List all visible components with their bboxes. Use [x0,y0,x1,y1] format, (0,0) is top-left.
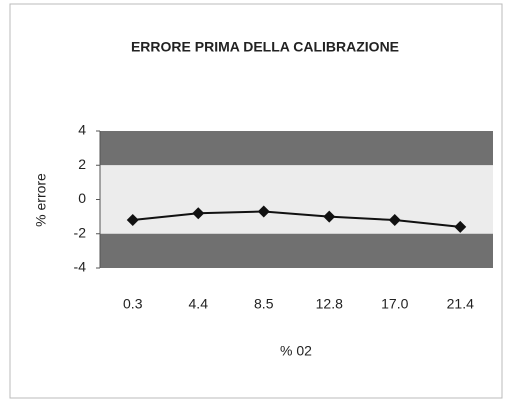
data-point [126,214,139,227]
y-tick-label: -2 [74,224,87,240]
data-point [454,220,467,233]
data-point [323,210,336,223]
data-point [257,205,270,218]
y-axis-label: % errore [33,173,49,227]
chart-title: ERRORE PRIMA DELLA CALIBRAZIONE [131,39,399,55]
y-tick-label: 0 [78,190,86,206]
x-tick-label: 0.3 [123,296,143,312]
band [100,131,493,166]
x-tick-label: 8.5 [254,296,274,312]
x-axis-label: % 02 [280,343,312,359]
band [100,233,493,268]
band [100,165,493,234]
x-tick-label: 17.0 [381,296,408,312]
y-tick-label: -4 [74,259,87,275]
series-line [132,210,461,228]
data-point [388,214,401,227]
x-tick-label: 21.4 [447,296,474,312]
data-point [192,207,205,220]
y-tick-label: 2 [78,156,86,172]
y-tick-label: 4 [78,122,86,138]
x-tick-label: 4.4 [189,296,209,312]
x-tick-label: 12.8 [316,296,343,312]
